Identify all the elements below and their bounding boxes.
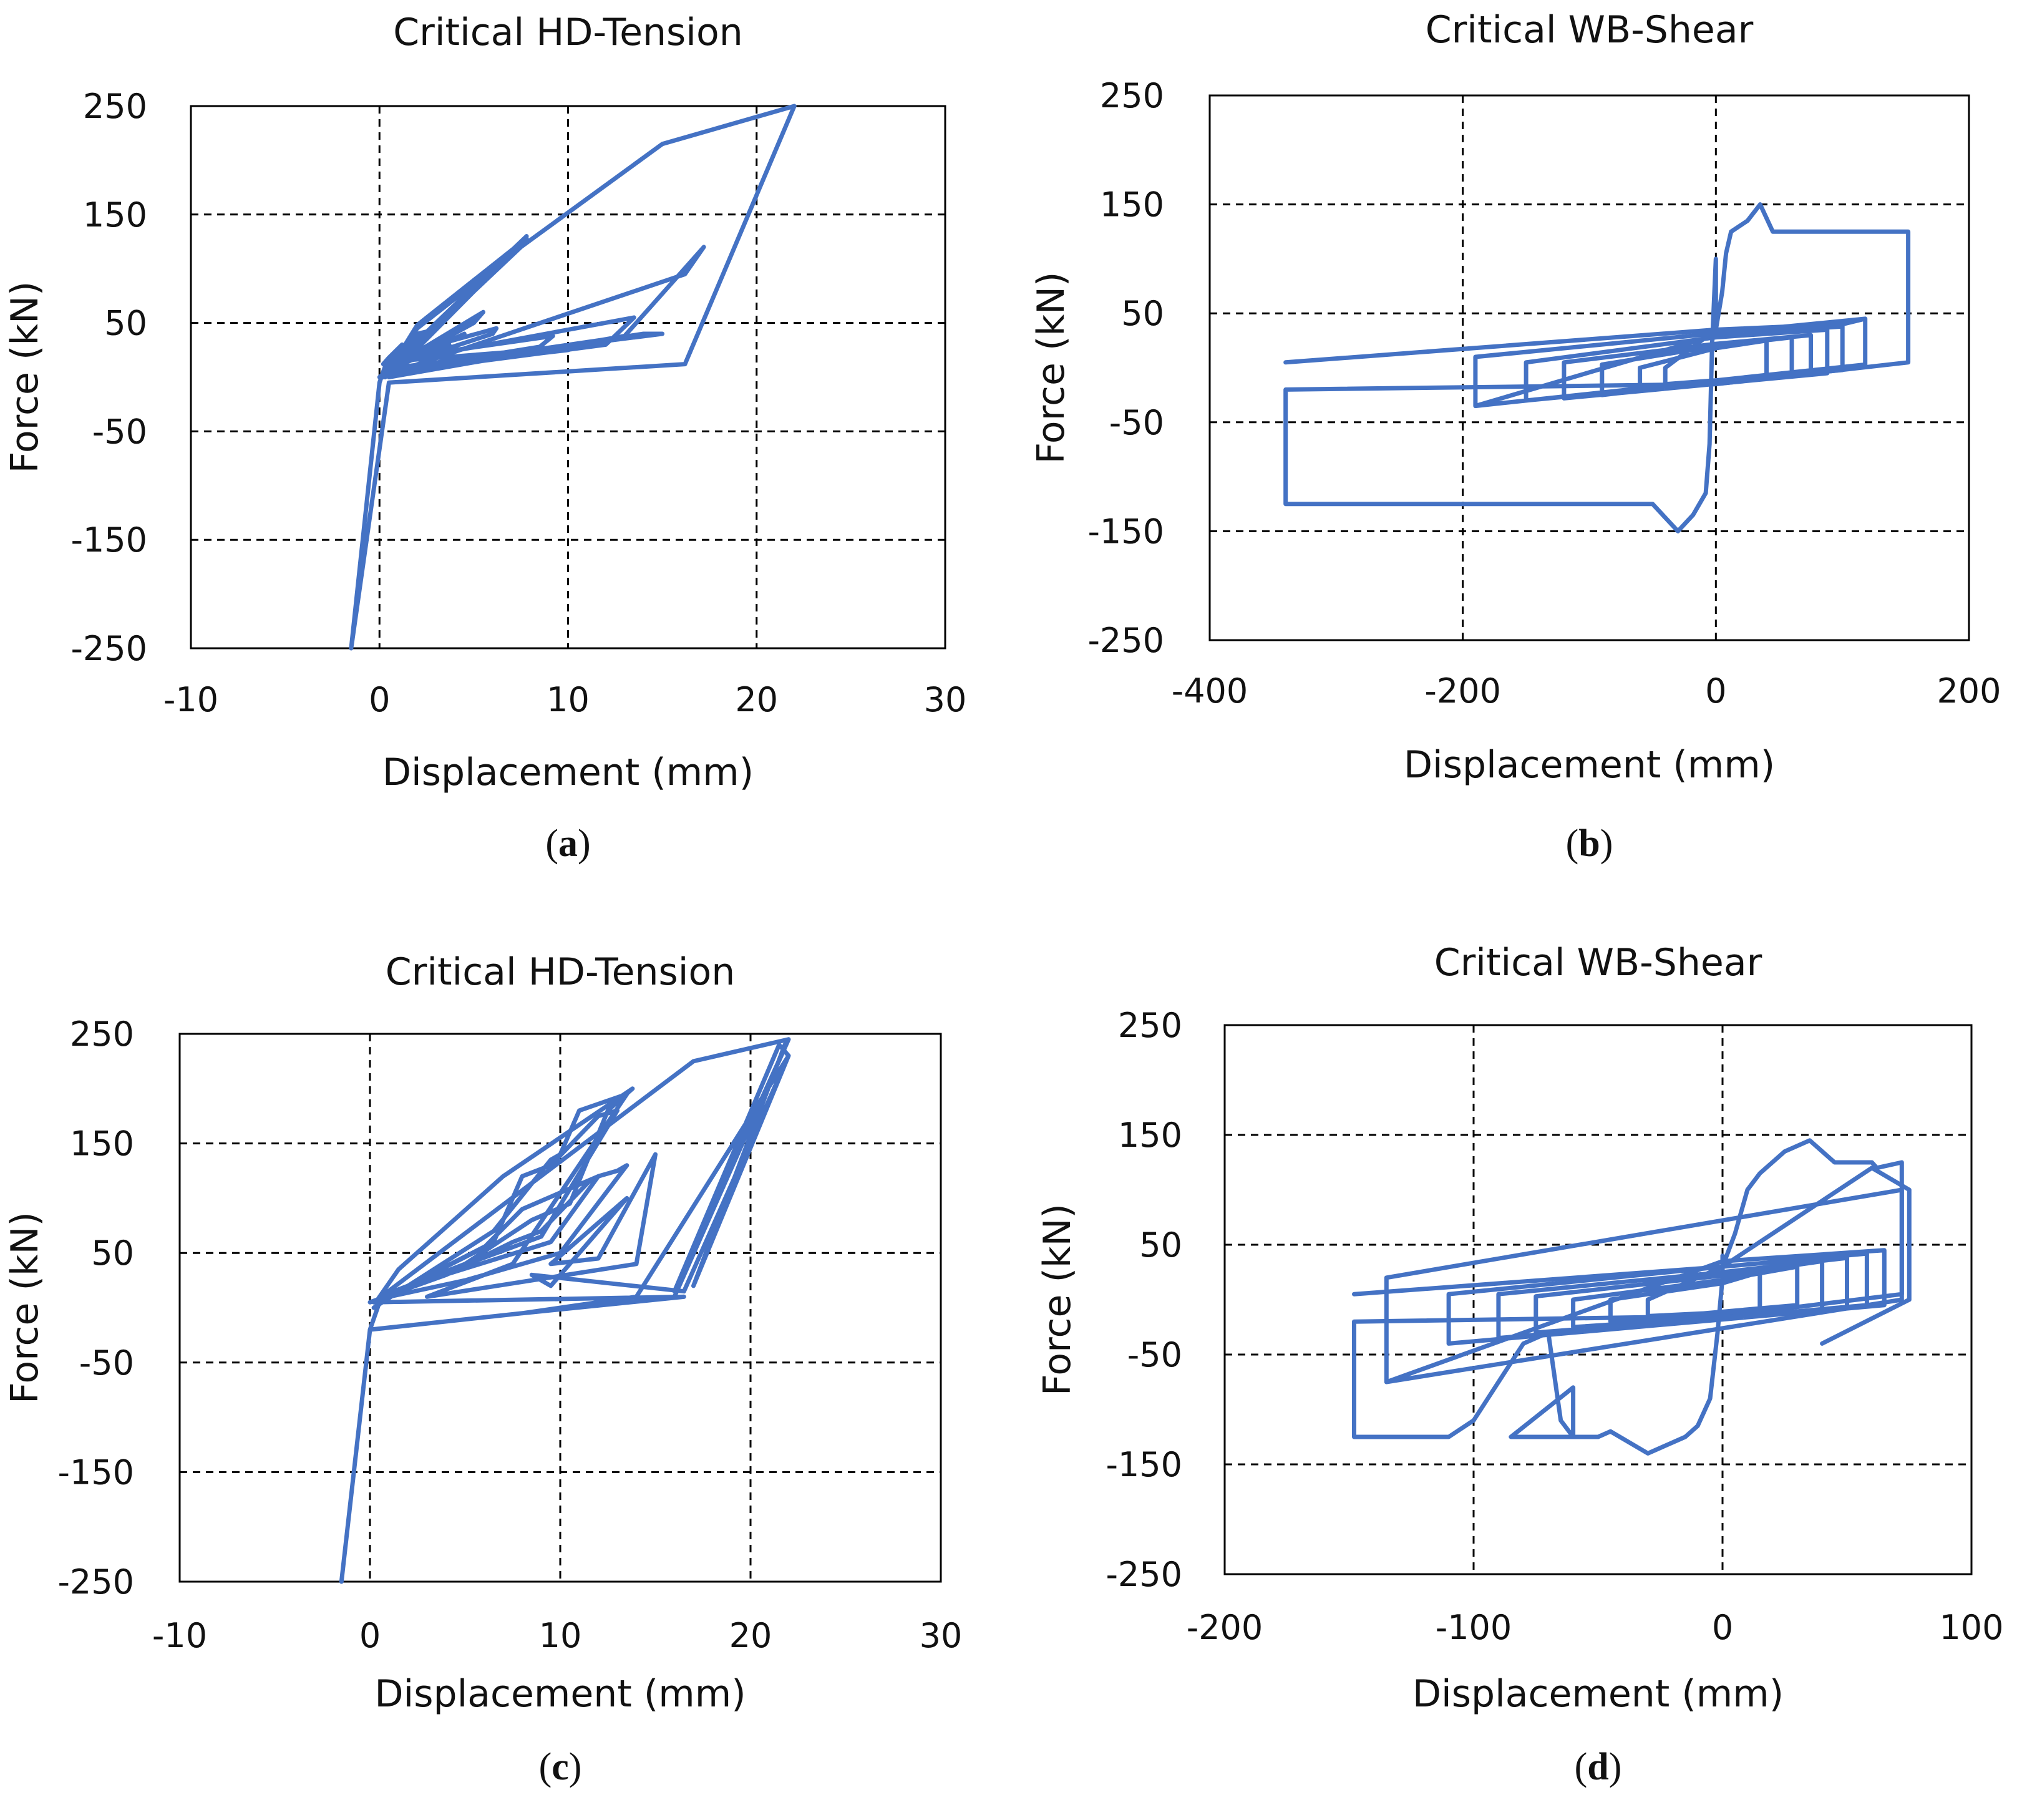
chart-d-y-tick-label-0: 250 <box>1118 1006 1182 1045</box>
chart-b: -400 -200 0 200 250 150 50 -50 -150 -250 Critical … <box>1029 8 2001 865</box>
chart-c-panel-label: (c) <box>539 1746 582 1788</box>
chart-d-panel-label: (d) <box>1575 1746 1622 1788</box>
chart-b-y-tick-label-2: 50 <box>1121 294 1164 333</box>
chart-c-x-tick-label-2: 10 <box>539 1616 582 1655</box>
chart-a-x-tick-label-1: 0 <box>369 680 390 719</box>
chart-b-x-axis-label: Displacement (mm) <box>1404 743 1775 787</box>
chart-c-y-tick-label-2: 50 <box>91 1234 134 1273</box>
chart-c-y-axis-label: Force (kN) <box>3 1212 47 1404</box>
chart-c: -10 0 10 20 30 250 150 50 -50 -150 -250 Critical HD… <box>3 950 962 1788</box>
chart-b-x-tick-label-0: -400 <box>1172 671 1248 711</box>
chart-a-x-tick-label-4: 30 <box>924 680 967 719</box>
chart-a-panel-label-close: ) <box>578 822 591 865</box>
chart-c-y-tick-label-5: -250 <box>57 1562 134 1602</box>
chart-c-y-tick-label-1: 150 <box>70 1124 134 1164</box>
chart-d-series-line-0 <box>1352 1138 1904 1456</box>
chart-a-panel-label: (a) <box>545 822 590 865</box>
chart-a-title: Critical HD-Tension <box>393 11 742 54</box>
chart-d-y-tick-label-1: 150 <box>1118 1116 1182 1155</box>
chart-c-y-tick-label-4: -150 <box>57 1453 134 1492</box>
chart-c-x-tick-label-1: 0 <box>359 1616 381 1655</box>
chart-b-series-line-1 <box>1473 316 1868 409</box>
chart-b-title: Critical WB-Shear <box>1426 8 1754 52</box>
chart-d-x-tick-label-0: -200 <box>1187 1608 1263 1647</box>
chart-b-y-tick-label-1: 150 <box>1100 185 1164 225</box>
chart-b-y-tick-label-3: -50 <box>1109 403 1164 442</box>
chart-a-series-line-0 <box>349 104 797 651</box>
chart-b-x-tick-label-3: 200 <box>1937 671 2001 711</box>
chart-a-y-axis-label: Force (kN) <box>3 281 47 474</box>
chart-d-panel-label-open: ( <box>1575 1746 1588 1788</box>
chart-a-y-tick-label-4: -150 <box>70 520 147 560</box>
chart-a-x-axis-label: Displacement (mm) <box>382 751 754 794</box>
chart-a-y-tick-label-1: 150 <box>83 195 147 235</box>
chart-a-y-tick-label-0: 250 <box>83 87 147 126</box>
chart-c-panel-label-letter: c <box>552 1746 569 1788</box>
chart-a: -10 0 10 20 30 250 150 50 -50 -150 -250 Critical HD… <box>3 11 966 865</box>
chart-b-y-axis-label: Force (kN) <box>1029 272 1073 464</box>
chart-a-x-tick-label-3: 20 <box>735 680 778 719</box>
chart-b-panel-label-letter: b <box>1578 822 1600 865</box>
chart-c-x-tick-label-3: 20 <box>729 1616 772 1655</box>
chart-b-x-tick-label-2: 0 <box>1705 671 1726 711</box>
chart-c-title: Critical HD-Tension <box>386 950 735 994</box>
chart-c-y-tick-label-0: 250 <box>70 1015 134 1054</box>
chart-d-panel-label-close: ) <box>1609 1746 1622 1788</box>
chart-b-y-tick-label-5: -250 <box>1087 621 1164 660</box>
chart-d-y-tick-label-4: -150 <box>1106 1445 1182 1484</box>
chart-b-y-tick-label-4: -150 <box>1087 512 1164 551</box>
chart-a-y-tick-label-2: 50 <box>104 304 147 343</box>
chart-b-x-tick-label-1: -200 <box>1424 671 1501 711</box>
chart-c-x-axis-label: Displacement (mm) <box>374 1672 746 1716</box>
chart-d-y-axis-label: Force (kN) <box>1036 1204 1079 1396</box>
chart-d-x-tick-label-2: 0 <box>1712 1608 1733 1647</box>
chart-c-x-tick-label-4: 30 <box>920 1616 963 1655</box>
chart-a-y-tick-label-3: -50 <box>92 412 147 451</box>
chart-d-series-line-1 <box>1384 1165 1912 1384</box>
chart-b-panel-label-close: ) <box>1600 822 1613 865</box>
chart-d: -200 -100 0 100 250 150 50 -50 -150 -250 Critical … <box>1036 941 2004 1788</box>
chart-d-x-tick-label-3: 100 <box>1939 1608 2003 1647</box>
chart-d-x-axis-label: Displacement (mm) <box>1412 1672 1784 1716</box>
chart-d-y-tick-label-5: -250 <box>1106 1555 1182 1594</box>
chart-b-y-tick-label-0: 250 <box>1100 76 1164 115</box>
chart-a-y-tick-label-5: -250 <box>70 629 147 668</box>
chart-b-panel-label-open: ( <box>1566 822 1579 865</box>
chart-d-title: Critical WB-Shear <box>1434 941 1762 985</box>
chart-b-panel-label: (b) <box>1566 822 1613 865</box>
chart-d-panel-label-letter: d <box>1587 1746 1608 1788</box>
chart-a-x-tick-label-0: -10 <box>163 680 218 719</box>
chart-c-panel-label-close: ) <box>569 1746 582 1788</box>
chart-d-y-tick-label-3: -50 <box>1127 1335 1182 1375</box>
chart-d-y-tick-label-2: 50 <box>1139 1225 1182 1265</box>
chart-a-panel-label-open: ( <box>545 822 558 865</box>
chart-c-x-tick-label-0: -10 <box>152 1616 207 1655</box>
chart-c-series-line-0 <box>339 1037 791 1584</box>
chart-d-x-tick-label-1: -100 <box>1436 1608 1512 1647</box>
chart-c-panel-label-open: ( <box>539 1746 552 1788</box>
chart-a-x-tick-label-2: 10 <box>547 680 590 719</box>
chart-a-panel-label-letter: a <box>558 822 578 865</box>
chart-c-y-tick-label-3: -50 <box>79 1343 134 1383</box>
